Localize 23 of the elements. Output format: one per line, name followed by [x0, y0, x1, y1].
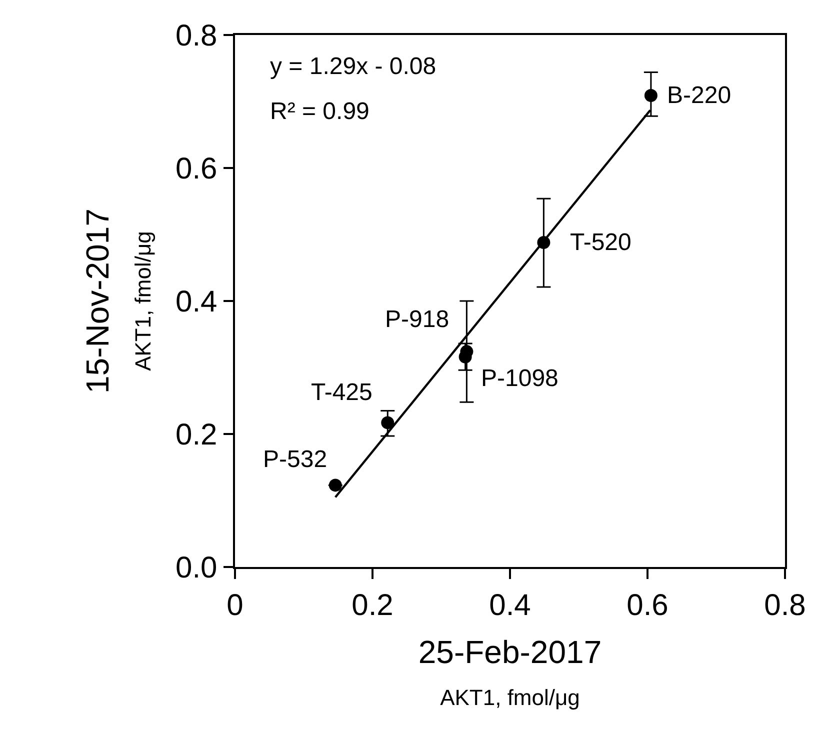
- x-tick-label: 0: [226, 588, 244, 622]
- annotation: R² = 0.99: [270, 98, 370, 125]
- y-tick-label: 0.2: [176, 418, 218, 452]
- annotation: P-532: [263, 446, 328, 473]
- annotation: P-1098: [481, 365, 558, 392]
- point: [328, 478, 342, 492]
- annotation: T-425: [311, 379, 372, 406]
- y-tick-label: 0.4: [176, 286, 218, 318]
- annotation: P-918: [385, 306, 450, 333]
- annotation: y = 1.29x - 0.08: [270, 53, 436, 80]
- x-axis-title: 25-Feb-2017 AKT1, fmol/μg: [418, 634, 602, 710]
- x-tick-label: 0.4: [489, 588, 531, 622]
- x-tick-label: 0.8: [764, 588, 806, 622]
- y-tick-label: 0.0: [176, 552, 218, 584]
- annotation: T-520: [570, 229, 632, 256]
- annotation: B-220: [667, 82, 732, 109]
- point: [644, 89, 658, 102]
- y-axis-title: 15-Nov-2017 AKT1, fmol/μg: [80, 208, 156, 394]
- y-tick-label: 0.6: [176, 152, 218, 186]
- x-tick-label: 0.2: [352, 588, 394, 622]
- point: [381, 416, 394, 430]
- x-tick-label: 0.6: [626, 588, 668, 622]
- y-tick-label: 0.8: [176, 20, 218, 52]
